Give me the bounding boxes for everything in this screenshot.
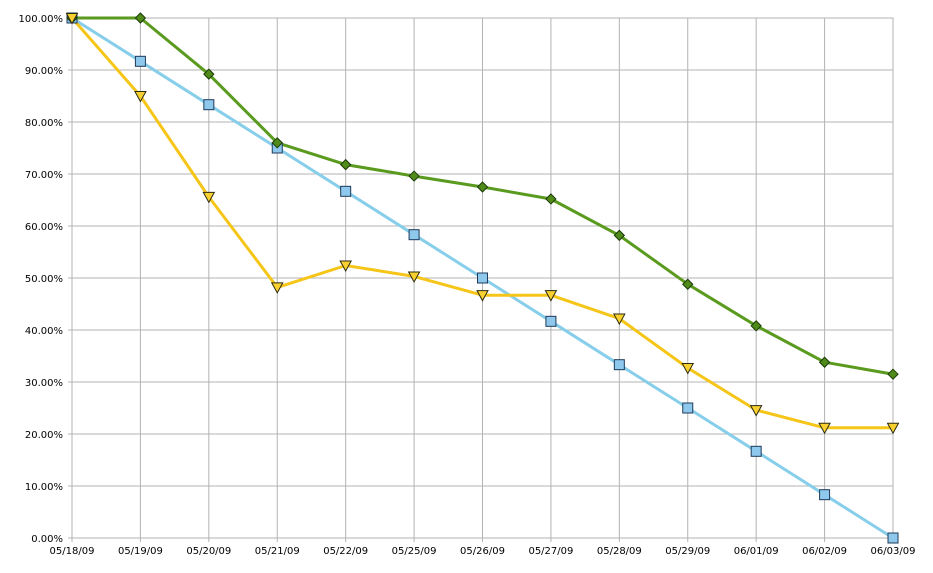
series-2-point <box>887 368 899 380</box>
series-1-point <box>340 185 352 197</box>
y-tick-label: 0.00% <box>31 534 63 545</box>
series-2-point <box>476 181 489 193</box>
x-tick-label: 05/19/09 <box>118 546 163 557</box>
x-tick-label: 06/01/09 <box>734 546 779 557</box>
series-2-point <box>134 12 147 24</box>
x-tick-label: 06/02/09 <box>802 546 847 557</box>
series-1-point <box>750 445 762 457</box>
series-3-point <box>65 13 79 25</box>
series-3-point <box>818 422 831 435</box>
series-3-point <box>270 282 284 294</box>
series-2-point <box>545 193 557 205</box>
x-tick-label: 05/29/09 <box>665 546 710 557</box>
y-tick-label: 20.00% <box>25 430 63 441</box>
series-2-point <box>613 229 626 242</box>
y-tick-label: 50.00% <box>25 274 63 285</box>
y-tick-label: 90.00% <box>25 66 63 77</box>
series-2-point <box>203 68 215 80</box>
y-tick-label: 40.00% <box>25 326 63 337</box>
x-tick-label: 06/03/09 <box>871 546 916 557</box>
y-tick-label: 100.00% <box>19 14 64 25</box>
series-1-point <box>819 489 831 501</box>
x-tick-label: 05/26/09 <box>460 546 505 557</box>
y-tick-label: 60.00% <box>25 222 63 233</box>
series-3-point <box>202 191 216 204</box>
x-tick-label: 05/28/09 <box>597 546 642 557</box>
y-tick-label: 30.00% <box>25 378 63 389</box>
y-tick-label: 10.00% <box>25 482 63 493</box>
x-tick-label: 05/20/09 <box>186 546 231 557</box>
series-2-point <box>682 278 694 290</box>
series-1-point <box>203 99 215 111</box>
series-1-point <box>477 272 488 284</box>
series-3-point <box>681 362 695 375</box>
x-tick-label: 05/22/09 <box>323 546 368 557</box>
series-markers <box>65 12 900 544</box>
y-tick-label: 70.00% <box>25 170 63 181</box>
series-2-point <box>408 170 420 182</box>
series-1-point <box>545 315 557 327</box>
series-3-point <box>339 260 353 273</box>
series-2-point <box>818 356 831 368</box>
series-3-point <box>476 290 489 302</box>
series-1-point <box>613 359 625 371</box>
series-1-point <box>682 402 694 414</box>
series-3-point <box>407 271 421 283</box>
series-2-point <box>750 320 762 332</box>
y-tick-label: 80.00% <box>25 118 63 129</box>
series-3-point <box>886 422 900 435</box>
tick-labels: 0.00% 10.00% 20.00% 30.00% 40.00% 50.00% 60.00… <box>19 14 916 557</box>
series-3-point <box>134 91 147 103</box>
plot-area-border <box>71 17 894 539</box>
series-1-point <box>134 55 146 67</box>
series-2-point <box>271 137 283 149</box>
x-tick-label: 05/21/09 <box>255 546 300 557</box>
gridlines <box>68 17 894 542</box>
series-3-point <box>612 313 626 326</box>
series-2-point <box>339 158 352 171</box>
x-tick-label: 05/25/09 <box>392 546 437 557</box>
series-1-point <box>887 532 899 544</box>
series-3-point <box>544 290 558 302</box>
series-1-point <box>408 229 420 241</box>
x-tick-label: 05/18/09 <box>50 546 95 557</box>
series-3-point <box>749 405 763 417</box>
x-tick-label: 05/27/09 <box>528 546 573 557</box>
